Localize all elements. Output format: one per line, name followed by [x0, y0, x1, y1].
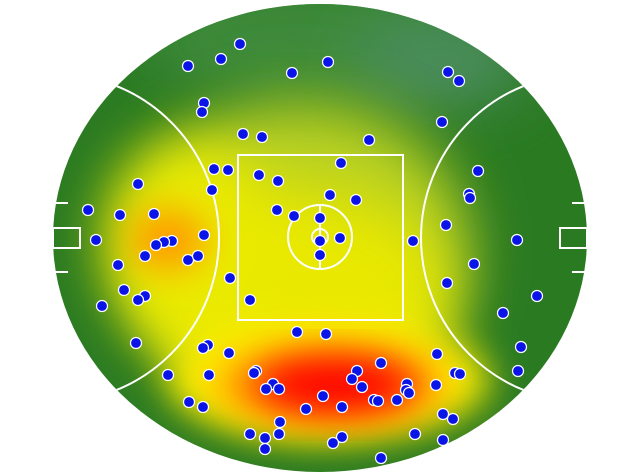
point	[259, 382, 273, 396]
point	[319, 327, 333, 341]
point	[436, 407, 450, 421]
point	[441, 65, 455, 79]
point	[313, 234, 327, 248]
point	[270, 203, 284, 217]
point	[271, 174, 285, 188]
point	[161, 368, 175, 382]
point	[247, 366, 261, 380]
point	[207, 162, 221, 176]
point	[496, 306, 510, 320]
point	[272, 382, 286, 396]
point	[233, 37, 247, 51]
point	[439, 218, 453, 232]
point	[402, 386, 416, 400]
point	[222, 346, 236, 360]
point	[273, 415, 287, 429]
point	[390, 393, 404, 407]
point	[205, 183, 219, 197]
point	[196, 341, 210, 355]
point	[453, 367, 467, 381]
point	[202, 368, 216, 382]
point	[191, 249, 205, 263]
point	[408, 427, 422, 441]
point	[243, 427, 257, 441]
point	[272, 427, 286, 441]
point	[371, 394, 385, 408]
point	[326, 436, 340, 450]
point	[471, 164, 485, 178]
point	[321, 55, 335, 69]
point	[221, 163, 235, 177]
point	[149, 238, 163, 252]
point	[181, 59, 195, 73]
point	[323, 188, 337, 202]
point	[316, 389, 330, 403]
point	[313, 211, 327, 225]
point	[181, 253, 195, 267]
point	[333, 231, 347, 245]
point	[255, 130, 269, 144]
point	[214, 52, 228, 66]
point	[131, 293, 145, 307]
point	[335, 430, 349, 444]
point	[258, 431, 272, 445]
point	[446, 412, 460, 426]
point	[287, 209, 301, 223]
point	[510, 233, 524, 247]
point	[258, 442, 272, 456]
point	[182, 395, 196, 409]
point	[362, 133, 376, 147]
point	[223, 271, 237, 285]
point	[117, 283, 131, 297]
point	[197, 228, 211, 242]
point	[290, 325, 304, 339]
point	[285, 66, 299, 80]
point	[467, 257, 481, 271]
point	[129, 336, 143, 350]
point	[147, 207, 161, 221]
point	[196, 400, 210, 414]
point	[195, 105, 209, 119]
point	[440, 276, 454, 290]
point	[355, 380, 369, 394]
point	[313, 248, 327, 262]
point	[429, 378, 443, 392]
point	[81, 203, 95, 217]
point	[131, 177, 145, 191]
point	[243, 293, 257, 307]
point	[335, 400, 349, 414]
point	[349, 193, 363, 207]
point	[138, 249, 152, 263]
point	[530, 289, 544, 303]
point	[334, 156, 348, 170]
point	[113, 208, 127, 222]
point	[299, 402, 313, 416]
point	[406, 234, 420, 248]
point	[95, 299, 109, 313]
point	[463, 191, 477, 205]
point	[430, 347, 444, 361]
point	[436, 433, 450, 447]
point	[345, 372, 359, 386]
point	[89, 233, 103, 247]
point	[511, 364, 525, 378]
points	[81, 37, 544, 465]
point	[236, 127, 250, 141]
point	[435, 115, 449, 129]
point	[111, 258, 125, 272]
point	[514, 340, 528, 354]
point	[452, 74, 466, 88]
point	[252, 168, 266, 182]
point	[374, 356, 388, 370]
point	[374, 451, 388, 465]
